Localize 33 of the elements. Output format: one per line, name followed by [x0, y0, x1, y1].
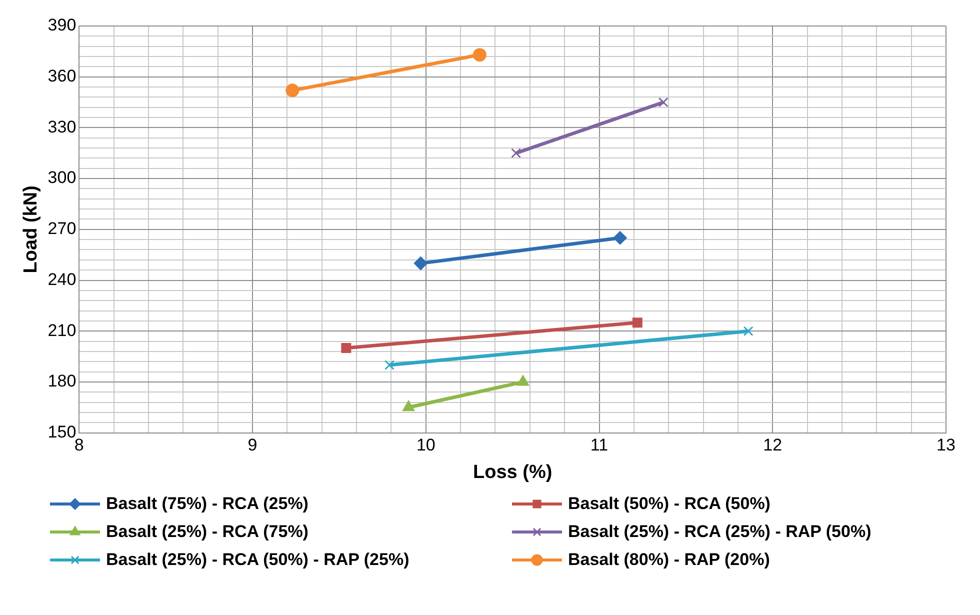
x-tick-label: 8 [74, 436, 84, 455]
x-axis-title: Loss (%) [472, 462, 552, 483]
y-tick-label: 150 [48, 422, 76, 442]
y-tick-label: 270 [48, 219, 76, 238]
point [613, 231, 627, 245]
y-axis-title: Load (kN) [20, 186, 42, 274]
point [384, 360, 394, 370]
y-tick-label: 360 [48, 66, 76, 86]
point [743, 326, 754, 336]
point [341, 343, 352, 354]
y-tick-label: 180 [48, 372, 76, 391]
legend-label: Basalt (25%) - RCA (50%) - RAP (25%) [106, 550, 410, 570]
legend-label: Basalt (80%) - RAP (20%) [568, 550, 770, 570]
y-tick-label: 210 [48, 320, 76, 340]
x-tick-label: 13 [936, 436, 956, 455]
legend-label: Basalt (50%) - RCA (50%) [568, 494, 770, 514]
y-tick-label: 330 [48, 117, 76, 136]
x-tick-label: 10 [416, 436, 436, 455]
legend-label: Basalt (25%) - RCA (25%) - RAP (50%) [568, 522, 872, 542]
point [511, 148, 522, 158]
legend-label: Basalt (25%) - RCA (75%) [106, 522, 308, 542]
point [472, 48, 486, 62]
y-tick-label: 300 [48, 168, 76, 188]
point [286, 84, 300, 98]
legend-label: Basalt (75%) - RCA (25%) [106, 494, 308, 514]
point [632, 318, 642, 328]
x-tick-label: 9 [248, 436, 258, 455]
point [658, 97, 668, 108]
x-tick-label: 12 [763, 436, 782, 455]
y-tick-label: 390 [48, 16, 76, 35]
point [414, 256, 428, 270]
x-tick-label: 11 [590, 436, 608, 455]
y-tick-label: 240 [48, 270, 76, 289]
